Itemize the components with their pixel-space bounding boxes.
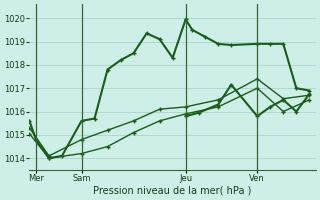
X-axis label: Pression niveau de la mer( hPa ): Pression niveau de la mer( hPa ) [93, 186, 252, 196]
